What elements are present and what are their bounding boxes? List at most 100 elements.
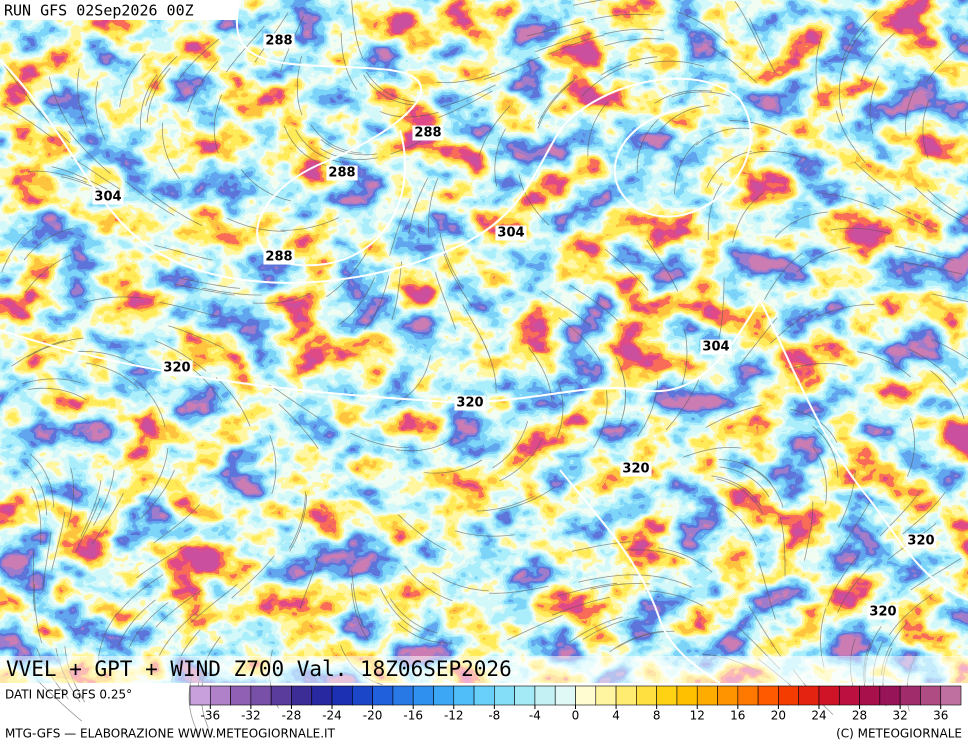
streamline	[350, 432, 409, 448]
streamline	[278, 403, 319, 450]
streamline	[860, 32, 896, 82]
streamline	[537, 77, 577, 125]
colorbar-tick-label: 28	[852, 709, 867, 723]
streamline	[499, 439, 542, 482]
streamline	[716, 478, 764, 514]
streamline	[351, 0, 364, 60]
streamline	[748, 605, 782, 657]
colorbar-swatch	[270, 685, 292, 706]
streamline	[391, 261, 403, 321]
streamline	[51, 166, 108, 190]
streamline	[80, 480, 102, 537]
streamline	[888, 593, 934, 636]
streamline	[269, 434, 277, 495]
colorbar-swatch	[473, 685, 495, 706]
streamline	[438, 90, 493, 118]
streamline	[827, 554, 860, 606]
streamline	[338, 277, 376, 325]
streamline	[636, 118, 659, 173]
streamline	[27, 337, 84, 358]
streamline	[571, 541, 632, 552]
streamline	[155, 589, 203, 628]
streamline	[680, 329, 688, 389]
streamline	[231, 555, 275, 599]
colorbar-swatch	[392, 685, 414, 706]
streamline	[914, 186, 964, 223]
contour-label-bg	[412, 125, 444, 141]
colorbar-tick-label: -4	[529, 709, 541, 723]
streamline	[534, 32, 593, 53]
streamline	[310, 124, 362, 154]
contour-label-bg	[263, 249, 295, 265]
contour-label-bg	[454, 395, 486, 411]
streamline	[705, 405, 762, 428]
streamline	[168, 325, 225, 349]
colorbar-swatch	[311, 685, 333, 706]
streamline	[842, 10, 878, 60]
streamline	[145, 55, 178, 107]
contour-320	[0, 297, 968, 601]
colorbar-tick-label: -16	[403, 709, 423, 723]
streamline	[749, 18, 776, 74]
streamline	[526, 21, 586, 37]
streamline	[590, 13, 651, 20]
streamline	[77, 350, 136, 365]
streamline	[930, 370, 965, 420]
colorbar-swatch	[575, 685, 597, 706]
streamline	[397, 514, 447, 551]
streamline	[573, 0, 605, 6]
streamline	[835, 110, 866, 163]
streamline	[159, 302, 218, 317]
streamline	[299, 551, 320, 609]
streamline	[23, 227, 74, 261]
colorbar-tick-label: 0	[572, 709, 580, 723]
colorbar-swatch	[757, 685, 779, 706]
streamline	[380, 588, 421, 632]
streamline	[4, 105, 55, 140]
contour-304	[0, 59, 752, 284]
streamline	[31, 486, 42, 546]
streamline	[779, 516, 786, 577]
streamline	[48, 76, 74, 132]
streamline	[494, 128, 506, 187]
streamline	[154, 340, 207, 372]
streamline	[540, 290, 591, 327]
streamline	[682, 446, 742, 458]
streamline	[729, 120, 788, 136]
streamline	[289, 494, 308, 552]
colorbar-tick-label: -12	[444, 709, 464, 723]
streamline	[30, 453, 55, 508]
streamline	[499, 486, 555, 511]
streamline	[85, 362, 140, 390]
streamline	[709, 45, 758, 84]
streamline	[665, 379, 699, 431]
streamline	[764, 252, 803, 300]
colorbar-tick-label: 24	[811, 709, 826, 723]
streamline	[187, 60, 219, 113]
colorbar-swatch	[940, 685, 962, 706]
contour-label: 288	[265, 34, 292, 49]
streamline	[124, 180, 175, 216]
streamline	[590, 582, 651, 590]
colorbar-swatch	[818, 685, 840, 706]
streamline	[454, 530, 515, 537]
streamline	[144, 447, 169, 503]
streamline	[213, 94, 222, 154]
streamline	[67, 467, 74, 528]
streamline	[593, 390, 608, 448]
contour-label-bg	[263, 33, 295, 49]
streamline	[117, 574, 164, 614]
colorbar: -36 -32 -28 -24 -20 -16 -12 -8 -4 0 4 8 12 16 20 24 28 32…	[189, 685, 962, 723]
vertical-velocity-field	[0, 0, 968, 683]
streamline	[732, 192, 764, 243]
streamline	[439, 232, 463, 288]
header-box	[0, 0, 238, 20]
streamline	[840, 25, 868, 79]
streamline	[364, 275, 390, 331]
colorbar-tick-label: 16	[730, 709, 745, 723]
streamline	[24, 254, 72, 293]
colorbar-tick-label: 12	[690, 709, 705, 723]
streamline	[436, 72, 496, 83]
streamline	[558, 317, 601, 362]
streamline	[408, 177, 429, 235]
